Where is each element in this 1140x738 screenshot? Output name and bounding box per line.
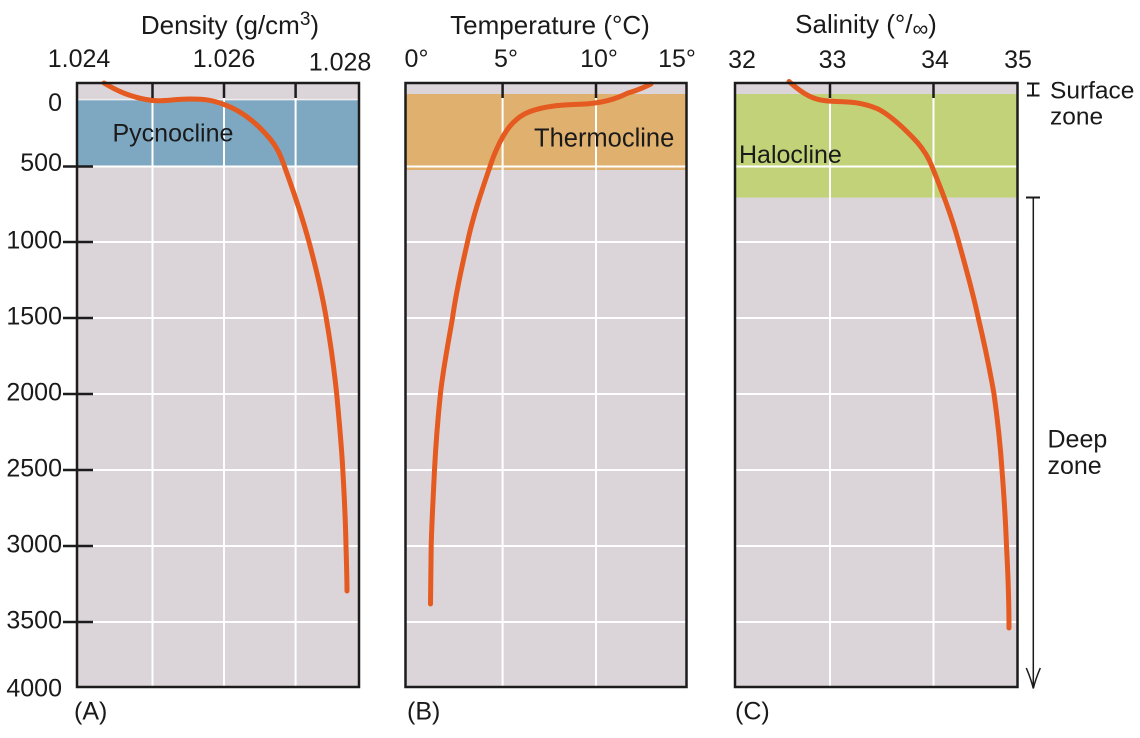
svg-text:4000: 4000 <box>6 675 62 703</box>
svg-text:Temperature (°C): Temperature (°C) <box>450 10 650 40</box>
svg-text:1.028: 1.028 <box>309 49 372 77</box>
svg-text:2500: 2500 <box>6 455 62 483</box>
svg-text:500: 500 <box>20 149 62 177</box>
svg-text:3000: 3000 <box>6 531 62 559</box>
svg-text:15°: 15° <box>658 45 696 73</box>
svg-text:Density (g/cm3): Density (g/cm3) <box>141 9 319 40</box>
svg-text:1500: 1500 <box>6 303 62 331</box>
svg-text:1000: 1000 <box>6 227 62 255</box>
svg-text:3500: 3500 <box>6 607 62 635</box>
svg-text:33: 33 <box>819 46 847 74</box>
svg-text:5°: 5° <box>494 45 518 73</box>
svg-text:34: 34 <box>921 46 949 74</box>
svg-text:1.024: 1.024 <box>48 45 111 73</box>
svg-text:0°: 0° <box>405 45 429 73</box>
svg-text:Halocline: Halocline <box>739 141 842 169</box>
svg-text:Surface: Surface <box>1050 78 1134 105</box>
svg-text:10°: 10° <box>580 45 618 73</box>
svg-text:1.026: 1.026 <box>193 45 256 73</box>
svg-text:Thermocline: Thermocline <box>534 125 674 153</box>
svg-text:(A): (A) <box>74 698 107 726</box>
svg-text:(C): (C) <box>735 698 770 726</box>
svg-text:0: 0 <box>48 89 62 117</box>
svg-text:zone: zone <box>1050 104 1103 131</box>
svg-text:zone: zone <box>1048 452 1102 480</box>
svg-text:35: 35 <box>1004 46 1032 74</box>
svg-text:Deep: Deep <box>1048 426 1108 454</box>
svg-text:32: 32 <box>728 46 756 74</box>
svg-text:(B): (B) <box>407 698 440 726</box>
svg-text:Pycnocline: Pycnocline <box>113 120 234 148</box>
svg-text:2000: 2000 <box>6 379 62 407</box>
